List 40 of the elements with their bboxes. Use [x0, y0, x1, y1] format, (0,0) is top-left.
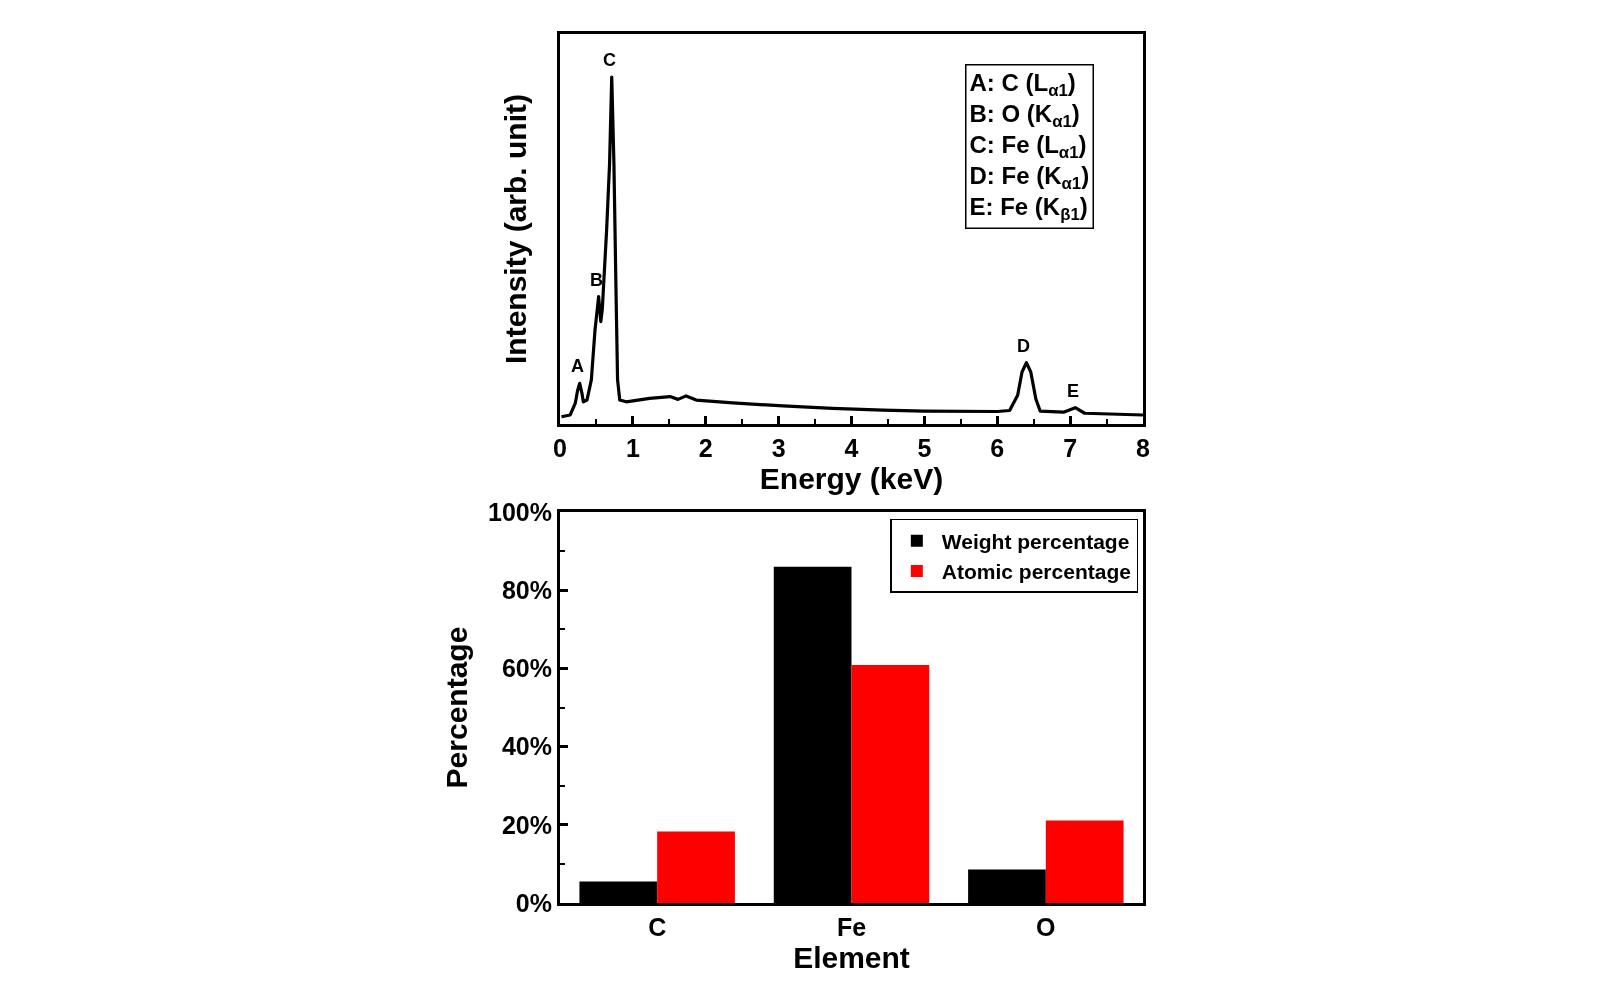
x-tick-label: 5	[917, 434, 932, 463]
bar	[851, 664, 930, 903]
bar	[968, 869, 1046, 903]
x-tick-label: 2	[698, 434, 713, 463]
annotation: C	[603, 50, 616, 70]
bar	[1045, 820, 1124, 903]
annotation: B: O (K$_{α1}$)	[969, 99, 1080, 131]
y-tick-label: 60%	[501, 654, 552, 683]
y-tick-label: 80%	[501, 575, 552, 604]
y-tick-label: 40%	[501, 732, 552, 761]
annotation: D	[1017, 336, 1030, 356]
x-axis-title: Energy (keV)	[759, 462, 944, 496]
x-tick-label: 7	[1063, 434, 1078, 463]
legend-label: Atomic percentage	[941, 560, 1131, 584]
x-tick-label: C	[648, 913, 667, 941]
y-axis-title: Percentage	[440, 626, 474, 789]
annotation: B	[590, 270, 603, 290]
bar	[657, 831, 735, 903]
annotation: A	[571, 356, 584, 376]
annotation: D: Fe (K$_{α1}$)	[969, 162, 1090, 194]
legend-label: Weight percentage	[941, 529, 1130, 553]
y-axis-title: Intensity (arb. unit)	[499, 94, 532, 364]
y-tick-label: 100%	[488, 497, 552, 526]
annotation: A: C (L$_{α1}$)	[969, 68, 1076, 100]
annotation: E	[1067, 381, 1080, 401]
bar	[579, 881, 658, 903]
x-tick-label: Fe	[836, 913, 867, 941]
x-tick-label: 3	[771, 434, 786, 463]
y-tick-label: 0%	[515, 888, 552, 917]
x-tick-label: 0	[553, 434, 567, 463]
bar	[773, 566, 852, 903]
x-tick-label: 1	[625, 434, 640, 463]
x-tick-label: 8	[1136, 434, 1151, 463]
x-tick-label: 6	[990, 434, 1005, 463]
x-tick-label: O	[1036, 913, 1056, 941]
x-tick-label: 4	[844, 434, 859, 463]
annotation: C: Fe (L$_{α1}$)	[969, 130, 1087, 162]
annotation: E: Fe (K$_{β1}$)	[969, 193, 1088, 225]
y-tick-label: 20%	[501, 810, 552, 839]
x-axis-title: Element	[793, 941, 910, 974]
